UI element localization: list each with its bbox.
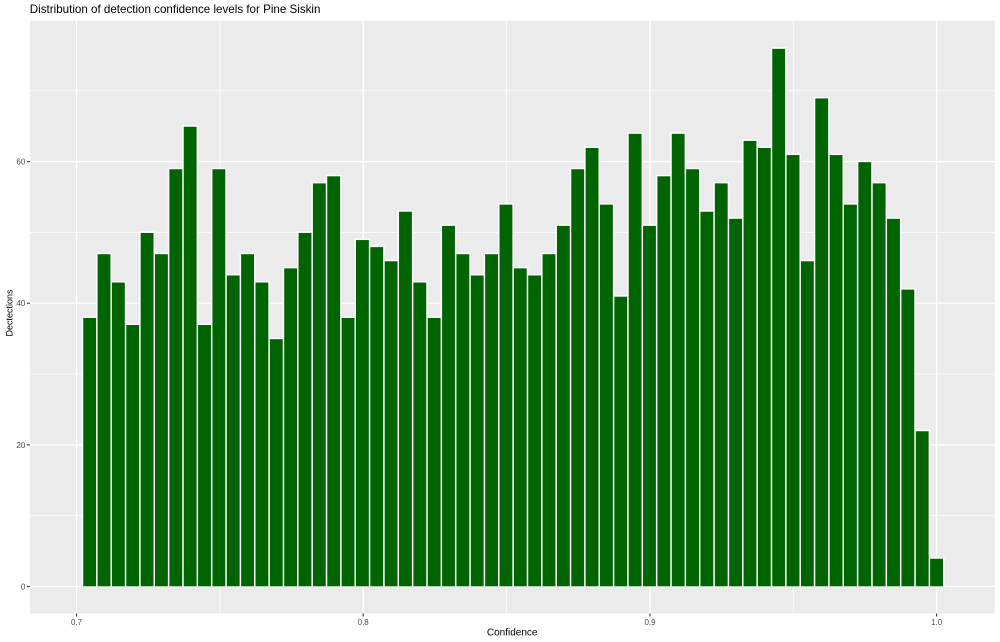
svg-text:40: 40 [16,299,25,308]
svg-text:Confidence: Confidence [487,627,538,638]
svg-text:0.9: 0.9 [644,618,656,627]
svg-text:0: 0 [21,582,26,591]
svg-text:Dectections: Dectections [5,289,15,337]
svg-text:0.8: 0.8 [358,618,370,627]
svg-text:Distribution of detection conf: Distribution of detection confidence lev… [30,3,321,16]
svg-text:0.7: 0.7 [71,618,83,627]
svg-text:60: 60 [16,158,25,167]
svg-text:20: 20 [16,441,25,450]
svg-text:1.0: 1.0 [931,618,943,627]
